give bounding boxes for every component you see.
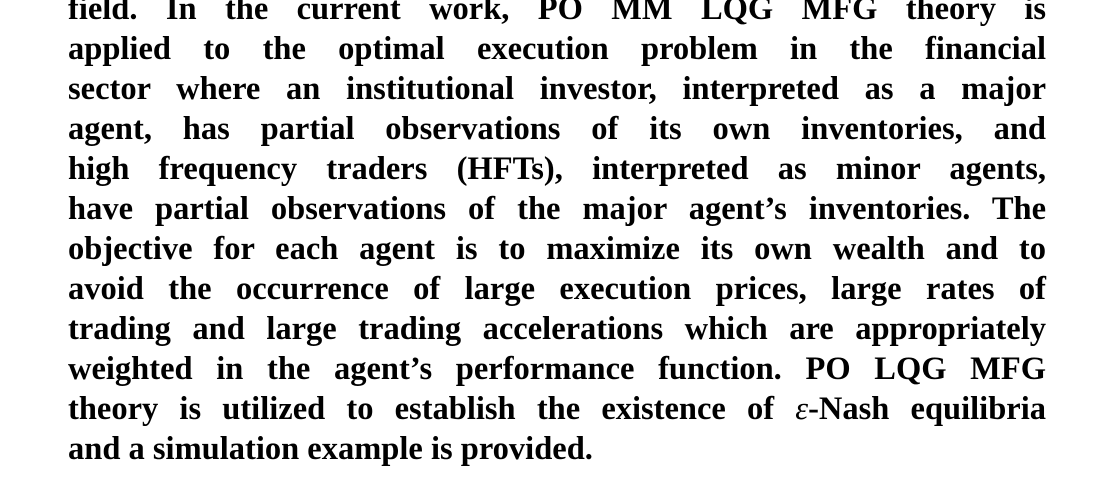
abstract-line-9: trading and large trading accelerations …: [68, 311, 1046, 347]
abstract-line-2: applied to the optimal execution problem…: [68, 31, 1046, 67]
nash-equilibria-text: -Nash equilibria: [808, 391, 1046, 427]
abstract-line-7: objective for each agent is to maximize …: [68, 231, 1046, 267]
abstract-line-12: and a simulation example is provided.: [68, 431, 593, 467]
abstract-line-5: high frequency traders (HFTs), interpret…: [68, 151, 1046, 187]
abstract-line-1: field. In the current work, PO MM LQG MF…: [68, 0, 1046, 27]
abstract-paragraph: field. In the current work, PO MM LQG MF…: [68, 0, 1046, 469]
abstract-line-11: theory is utilized to establish the exis…: [68, 389, 1046, 429]
abstract-line-8: avoid the occurrence of large execution …: [68, 271, 1046, 307]
paper-page: field. In the current work, PO MM LQG MF…: [68, 0, 1046, 469]
abstract-line-11-text: theory is utilized to establish the exis…: [68, 391, 796, 427]
abstract-line-3: sector where an institutional investor, …: [68, 71, 1046, 107]
abstract-line-6: have partial observations of the major a…: [68, 191, 1046, 227]
abstract-line-10: weighted in the agent’s performance func…: [68, 351, 1046, 387]
abstract-line-4: agent, has partial observations of its o…: [68, 111, 1046, 147]
epsilon-symbol: ε: [795, 391, 809, 427]
